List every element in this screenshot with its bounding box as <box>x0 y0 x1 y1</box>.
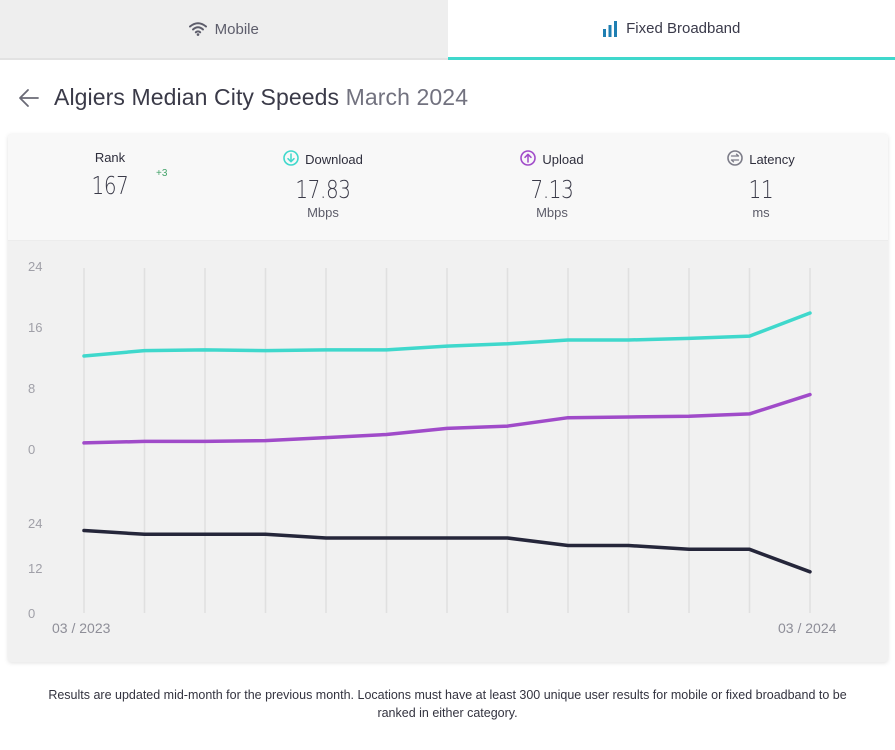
x-tick-label-start: 03 / 2023 <box>52 620 111 636</box>
x-tick-label-end: 03 / 2024 <box>778 620 837 636</box>
stat-download-value: 17.83 <box>295 175 351 204</box>
signal-bars-icon <box>602 20 618 37</box>
y-tick-label: 12 <box>28 561 42 576</box>
page-title: Algiers Median City Speeds March 2024 <box>54 84 468 111</box>
tab-mobile[interactable]: Mobile <box>0 0 448 60</box>
upload-arrow-icon <box>520 150 537 169</box>
speeds-card: Rank 167 +3 Download 17.83 Mbps <box>8 134 888 662</box>
tab-mobile-label: Mobile <box>214 20 259 38</box>
footer-note: Results are updated mid-month for the pr… <box>48 688 847 720</box>
latency-series-line <box>82 528 812 574</box>
stat-download-unit: Mbps <box>307 205 339 220</box>
latency-icon <box>727 150 744 169</box>
stat-upload: Upload 7.13 Mbps <box>500 150 604 220</box>
y-tick-label: 24 <box>28 516 42 531</box>
page-header: Algiers Median City Speeds March 2024 <box>18 84 468 111</box>
speed-chart: 0 8 16 24 0 12 24 03 / 2023 03 / 2024 <box>8 240 888 662</box>
download-series-line <box>82 311 812 358</box>
y-tick-label: 16 <box>28 320 42 335</box>
stat-upload-unit: Mbps <box>536 205 568 220</box>
back-arrow-icon[interactable] <box>18 87 40 109</box>
stat-latency: Latency 11 ms <box>716 150 806 220</box>
y-tick-label: 24 <box>28 259 42 274</box>
download-arrow-icon <box>283 150 299 169</box>
tab-fixed-broadband-label: Fixed Broadband <box>626 20 741 37</box>
stat-upload-label: Upload <box>542 152 584 167</box>
chart-svg: 0 8 16 24 0 12 24 03 / 2023 03 / 2024 <box>28 259 837 636</box>
page-title-period: March 2024 <box>345 84 469 110</box>
wifi-icon <box>188 22 207 36</box>
stat-download: Download 17.83 Mbps <box>268 150 378 220</box>
stat-download-label: Download <box>305 152 363 167</box>
y-tick-label: 8 <box>28 381 35 396</box>
y-tick-label: 0 <box>28 606 35 621</box>
stat-rank: Rank 167 <box>70 150 150 200</box>
page-title-city: Algiers Median City Speeds <box>54 84 340 110</box>
stat-upload-value: 7.13 <box>530 175 574 204</box>
stat-rank-value: 167 <box>91 171 129 200</box>
y-tick-label: 0 <box>28 442 35 457</box>
upload-series-line <box>82 392 812 445</box>
stat-latency-unit: ms <box>752 205 770 220</box>
rank-change-badge: +3 <box>156 168 168 179</box>
stat-latency-label: Latency <box>749 152 795 167</box>
tab-fixed-broadband[interactable]: Fixed Broadband <box>447 0 895 60</box>
stat-rank-label: Rank <box>94 150 126 165</box>
stat-latency-value: 11 <box>748 175 774 204</box>
tab-bar: Mobile Fixed Broadband <box>0 0 895 60</box>
stats-bar: Rank 167 +3 Download 17.83 Mbps <box>8 134 888 241</box>
